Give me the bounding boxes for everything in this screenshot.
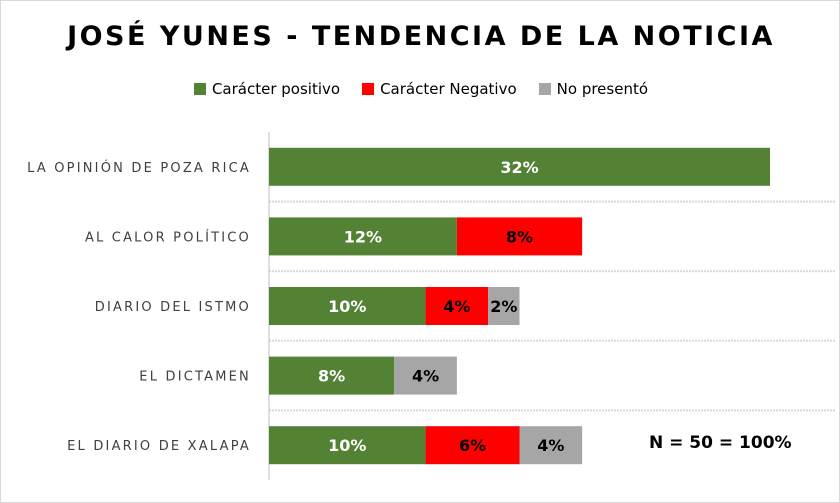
data-label: 8% bbox=[318, 367, 345, 386]
category-label: EL DIARIO DE XALAPA bbox=[67, 439, 251, 454]
data-label: 6% bbox=[459, 436, 486, 455]
bar-segment bbox=[425, 287, 489, 325]
legend-item-positive: Carácter positivo bbox=[193, 80, 341, 98]
chart-title: JOSÉ YUNES - TENDENCIA DE LA NOTICIA bbox=[67, 21, 775, 52]
category-label: LA OPINIÓN DE POZA RICA bbox=[27, 160, 251, 176]
category-label: EL DICTAMEN bbox=[139, 370, 251, 385]
data-label: 12% bbox=[344, 227, 382, 246]
legend-swatch-negative bbox=[362, 83, 375, 95]
data-label: 10% bbox=[328, 297, 366, 316]
bar-segment bbox=[519, 426, 583, 465]
bar-segment bbox=[425, 426, 520, 465]
data-label: 10% bbox=[328, 436, 366, 455]
sample-size-annotation: N = 50 = 100% bbox=[649, 433, 792, 453]
data-label: 4% bbox=[443, 297, 470, 316]
legend-swatch-none bbox=[538, 83, 551, 95]
legend-label-positive: Carácter positivo bbox=[211, 80, 341, 98]
bar-segment bbox=[456, 217, 583, 256]
legend-item-negative: Carácter Negativo bbox=[362, 80, 517, 98]
category-label: DIARIO DEL ISTMO bbox=[95, 300, 251, 315]
bar-segment bbox=[269, 217, 457, 256]
bar-segment bbox=[488, 287, 520, 325]
data-label: 4% bbox=[412, 367, 439, 386]
data-label: 4% bbox=[537, 436, 564, 455]
bar-segment bbox=[269, 147, 770, 186]
legend-label-none: No presentó bbox=[556, 80, 649, 98]
data-label: 32% bbox=[500, 158, 538, 177]
legend-label-negative: Carácter Negativo bbox=[380, 80, 517, 98]
category-label: AL CALOR POLÍTICO bbox=[85, 229, 251, 245]
bar-segment bbox=[269, 287, 426, 325]
bar-segment bbox=[269, 356, 395, 395]
data-label: 2% bbox=[490, 297, 517, 316]
bar-segment bbox=[394, 356, 457, 395]
data-label: 8% bbox=[506, 227, 533, 246]
legend-swatch-positive bbox=[193, 83, 206, 95]
legend: Carácter positivo Carácter Negativo No p… bbox=[1, 80, 839, 98]
bar-segment bbox=[269, 426, 426, 465]
legend-item-none: No presentó bbox=[538, 80, 649, 98]
